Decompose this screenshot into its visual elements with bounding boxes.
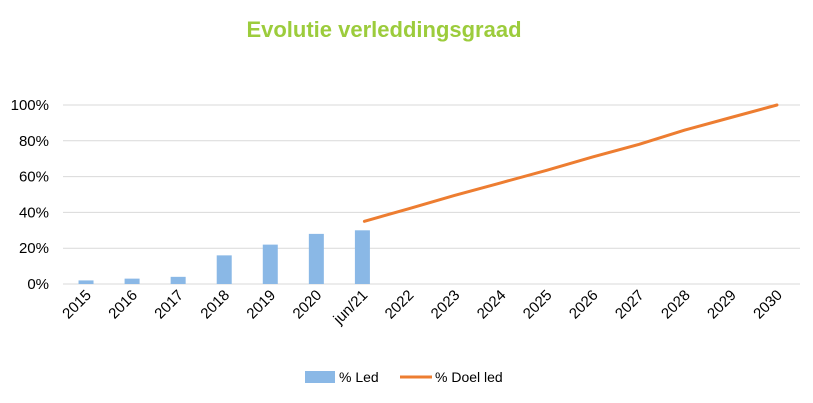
y-tick-label: 80% — [19, 133, 49, 150]
x-tick-label: 2019 — [243, 287, 279, 323]
bar-series — [78, 230, 370, 284]
legend-swatch-led — [305, 371, 335, 383]
legend: % Led % Doel led — [305, 369, 503, 385]
x-tick-label: 2025 — [520, 287, 556, 323]
legend-label-led: % Led — [339, 369, 379, 385]
y-tick-label: 100% — [11, 97, 49, 114]
x-tick-label: 2027 — [612, 287, 648, 323]
x-tick-label: 2016 — [105, 287, 141, 323]
chart-title: Evolutie verleddingsgraad — [246, 17, 521, 42]
x-tick-label: 2029 — [704, 287, 740, 323]
x-tick-label: 2028 — [658, 287, 694, 323]
x-tick-label: jun/21 — [330, 287, 372, 329]
x-tick-label: 2022 — [382, 287, 418, 323]
y-axis-ticks: 0% 20% 40% 60% 80% 100% — [11, 97, 49, 293]
bar — [308, 233, 324, 284]
x-tick-label: 2018 — [197, 287, 233, 323]
x-axis-ticks: 2015 2016 2017 2018 2019 2020 jun/21 2022 2023 20… — [59, 287, 786, 329]
bar — [262, 244, 278, 284]
bar — [78, 280, 94, 284]
x-tick-label: 2023 — [428, 287, 464, 323]
x-tick-label: 2015 — [59, 287, 95, 323]
x-tick-label: 2030 — [750, 287, 786, 323]
y-tick-label: 0% — [27, 276, 49, 293]
y-tick-label: 40% — [19, 204, 49, 221]
x-tick-label: 2020 — [290, 287, 326, 323]
y-tick-label: 20% — [19, 240, 49, 257]
bar — [216, 255, 232, 284]
legend-label-doel-led: % Doel led — [435, 369, 503, 385]
x-tick-label: 2024 — [474, 287, 510, 323]
bar — [354, 230, 370, 284]
y-tick-label: 60% — [19, 169, 49, 186]
goal-line-series — [362, 103, 779, 223]
x-tick-label: 2017 — [151, 287, 187, 323]
bar — [124, 278, 140, 284]
x-tick-label: 2026 — [566, 287, 602, 323]
gridlines — [63, 104, 800, 249]
bar — [170, 276, 186, 284]
